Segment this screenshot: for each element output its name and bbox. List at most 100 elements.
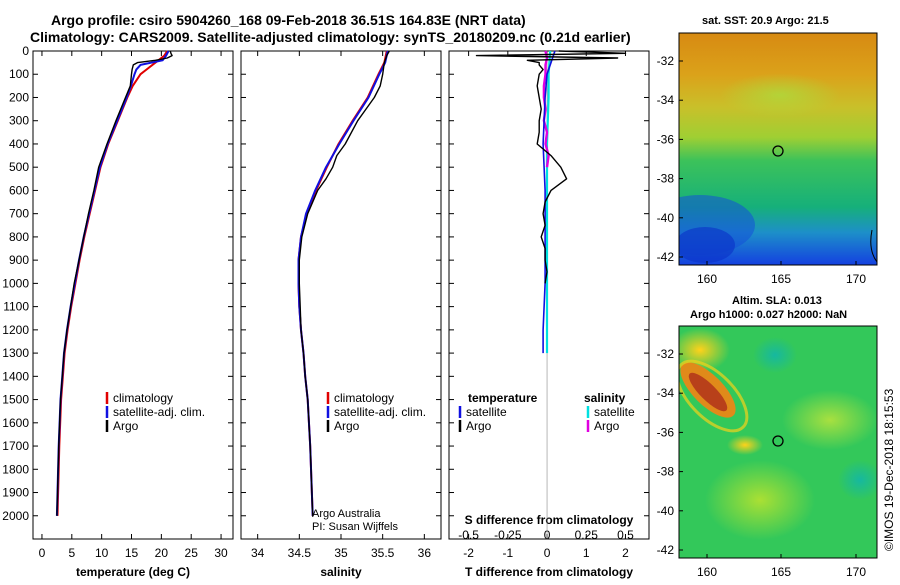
sst-warm-patch (720, 73, 840, 117)
sst-lon-label: 160 (697, 272, 717, 286)
depth-tick-label: 1600 (2, 416, 29, 430)
depth-tick-label: 1300 (2, 346, 29, 360)
imos-timestamp: ©IMOS 19-Dec-2018 18:15:53 (882, 388, 896, 551)
figure-title-line2: Climatology: CARS2009. Satellite-adjuste… (30, 29, 631, 45)
sla-map-title-line1: Altim. SLA: 0.013 (732, 295, 822, 307)
depth-tick-label: 2000 (2, 509, 29, 523)
sla-teal-patch (753, 337, 797, 373)
depth-tick-label: 1200 (2, 323, 29, 337)
salinity-x-tick-label: 34 (251, 546, 265, 560)
depth-tick-label: 700 (9, 207, 29, 221)
tdiff-series-argo (475, 50, 627, 284)
depth-tick-label: 100 (9, 67, 29, 81)
sst-argo-location-marker (772, 145, 784, 157)
depth-tick-label: 600 (9, 183, 29, 197)
temperature-x-tick-label: 20 (155, 546, 169, 560)
sla-map-frame (678, 325, 878, 559)
temperature-x-tick-label: 5 (68, 546, 75, 560)
salinity-x-tick-label: 34.5 (288, 546, 312, 560)
sdiff-tick-label: -0.5 (458, 528, 479, 542)
salinity-series-climatology (297, 50, 388, 516)
tdiff-legend-title: temperature (468, 391, 538, 405)
tdiff-x-tick-label: -1 (502, 546, 513, 560)
sst-lat-label: -42 (657, 250, 675, 264)
sla-light-patch-2 (705, 460, 815, 540)
credit-line2: PI: Susan Wijffels (312, 521, 398, 533)
sst-map-title: sat. SST: 20.9 Argo: 21.5 (702, 15, 829, 27)
depth-tick-label: 900 (9, 253, 29, 267)
sla-lat-label: -42 (657, 543, 675, 557)
depth-tick-label: 1000 (2, 276, 29, 290)
sla-argo-location-marker (772, 435, 784, 447)
tdiff-x-tick-label: -2 (463, 546, 474, 560)
tdiff-axis-label: T difference from climatology (465, 565, 633, 579)
depth-tick-label: 500 (9, 160, 29, 174)
sst-coastline (870, 229, 877, 263)
sst-map: sat. SST: 20.9 Argo: 21.5 160 165 170 -32 -3… (657, 15, 878, 286)
temperature-legend-argo-label: Argo (113, 419, 139, 433)
sdiff-axis-label: S difference from climatology (465, 513, 634, 527)
sst-lat-label: -38 (657, 172, 675, 186)
sla-light-patch (782, 390, 877, 450)
sla-lat-label: -40 (657, 504, 675, 518)
panel-frame-2 (240, 50, 442, 540)
sla-red-core (688, 372, 728, 412)
sst-map-frame (678, 32, 878, 266)
depth-tick-label: 1400 (2, 369, 29, 383)
credit-line1: Argo Australia (312, 508, 381, 520)
depth-tick-label: 300 (9, 114, 29, 128)
sla-lat-label: -36 (657, 425, 675, 439)
temperature-x-tick-label: 15 (125, 546, 139, 560)
sst-lat-label: -34 (657, 93, 675, 107)
depth-tick-label: 1700 (2, 439, 29, 453)
sdiff-legend-argo-label: Argo (594, 419, 620, 433)
temperature-legend-satellite-label: satellite-adj. clim. (113, 405, 205, 419)
temperature-axis-label: temperature (deg C) (76, 565, 190, 579)
depth-tick-label: 200 (9, 90, 29, 104)
sdiff-legend-satellite-label: satellite (594, 405, 635, 419)
temperature-series-argo (56, 50, 173, 516)
sla-lon-label: 160 (697, 565, 717, 579)
tdiff-x-tick-label: 1 (583, 546, 590, 560)
sla-lon-label: 170 (846, 565, 866, 579)
tdiff-x-tick-label: 2 (622, 546, 629, 560)
sdiff-tick-label: 0.5 (617, 528, 634, 542)
sla-yellow-patch-2 (727, 435, 763, 455)
tdiff-x-tick-label: 0 (544, 546, 551, 560)
depth-tick-label: 1800 (2, 462, 29, 476)
depth-tick-label: 1900 (2, 486, 29, 500)
temperature-x-tick-label: 25 (185, 546, 199, 560)
sst-lon-label: 165 (771, 272, 791, 286)
sst-lat-label: -36 (657, 132, 675, 146)
temperature-x-tick-label: 0 (39, 546, 46, 560)
temperature-legend-climatology-label: climatology (113, 391, 173, 405)
salinity-x-tick-label: 36 (418, 546, 432, 560)
sla-lat-label: -38 (657, 465, 675, 479)
sst-cold-patch (679, 227, 735, 263)
salinity-legend-climatology-label: climatology (334, 391, 394, 405)
sla-lon-label: 165 (771, 565, 791, 579)
tdiff-legend-satellite-label: satellite (466, 405, 507, 419)
temperature-x-tick-label: 10 (95, 546, 109, 560)
sst-lon-label: 170 (846, 272, 866, 286)
sdiff-legend-title: salinity (584, 391, 626, 405)
depth-tick-label: 1500 (2, 393, 29, 407)
salinity-x-tick-label: 35.5 (371, 546, 395, 560)
tdiff-series-satellite (542, 50, 556, 354)
depth-tick-label: 1100 (3, 300, 29, 314)
sst-lat-label: -40 (657, 211, 675, 225)
figure-title-line1: Argo profile: csiro 5904260_168 09-Feb-2… (51, 12, 526, 28)
sla-lat-label: -32 (657, 347, 675, 361)
sla-map: Altim. SLA: 0.013 Argo h1000: 0.027 h200… (657, 295, 878, 579)
sla-map-title-line2: Argo h1000: 0.027 h2000: NaN (690, 309, 847, 321)
sdiff-series-satellite (545, 50, 552, 354)
panel-frame-1 (32, 50, 234, 540)
salinity-legend-satellite-label: satellite-adj. clim. (334, 405, 426, 419)
depth-tick-label: 800 (9, 230, 29, 244)
temperature-x-tick-label: 30 (214, 546, 228, 560)
salinity-axis-label: salinity (320, 565, 362, 579)
sla-yellow-halo (679, 359, 749, 433)
salinity-x-tick-label: 35 (334, 546, 348, 560)
panel-frame-3 (448, 50, 650, 540)
